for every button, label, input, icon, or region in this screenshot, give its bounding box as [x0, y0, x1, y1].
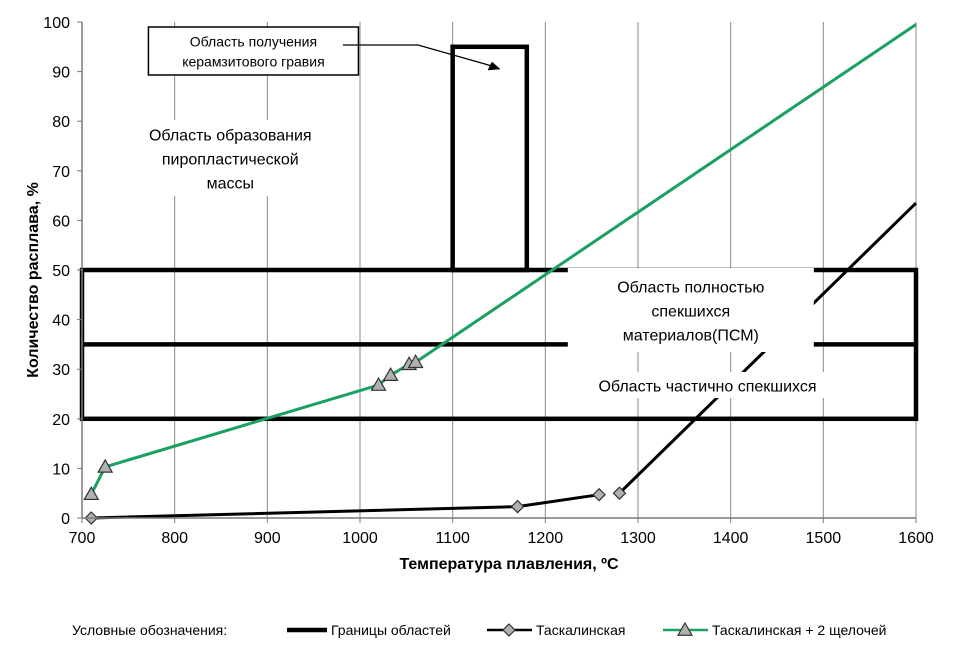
region-boundaries [79, 44, 919, 422]
annotation-ceramsite-line: Область получения [190, 34, 317, 50]
y-tick-label: 0 [61, 511, 70, 528]
y-tick-label: 30 [52, 362, 70, 379]
data-point [510, 499, 525, 514]
annotation-pyroplastic-box [112, 120, 349, 196]
x-axis-title: Температура плавления, ºС [399, 556, 619, 573]
x-tick-label: 1000 [342, 530, 378, 547]
y-tick-label: 50 [52, 263, 70, 280]
x-tick-label: 1500 [806, 530, 842, 547]
x-tick-label: 800 [161, 530, 188, 547]
x-tick-label: 1300 [620, 530, 656, 547]
legend-entry-taskalinskaya: Таскалинская [487, 622, 625, 638]
series-taskalinskaya-alkali [83, 23, 917, 501]
legend-label: Таскалинская + 2 щелочей [712, 622, 886, 638]
data-point [370, 376, 387, 391]
y-tick-label: 80 [52, 114, 70, 131]
legend-title: Условные обозначения: [72, 622, 227, 638]
y-tick-label: 60 [52, 213, 70, 230]
series-line [104, 23, 917, 469]
legend-swatch-marker [676, 621, 694, 636]
data-point [592, 487, 606, 502]
legend-label: Границы областей [331, 622, 451, 638]
x-tick-label: 1600 [898, 530, 934, 547]
annotation-pyroplastic: Область образования пиропластической массы [112, 120, 349, 196]
data-point [407, 354, 424, 369]
callout-arrow-head [487, 61, 501, 71]
y-tick-label: 70 [52, 164, 70, 181]
annotation-ceramsite: Область получения керамзитового гравия [147, 26, 360, 76]
x-tick-label: 900 [254, 530, 281, 547]
series-taskalinskaya [84, 201, 918, 525]
y-tick-label: 40 [52, 313, 70, 330]
y-tick-label: 20 [52, 412, 70, 429]
callout-arrow [343, 44, 501, 71]
annotation-full-sinter-box [567, 268, 814, 352]
legend-entry-taskalinskaya-alkali: Таскалинская + 2 щелочей [663, 621, 886, 638]
legend-swatch-marker [502, 623, 516, 637]
annotation-full-sinter-line: спекшихся [651, 304, 730, 321]
data-point [83, 485, 100, 501]
data-point [97, 458, 114, 473]
annotation-full-sinter-line: Область полностью [617, 280, 764, 297]
annotation-pyroplastic-line: пиропластической [162, 152, 299, 169]
legend: Условные обозначения: Границы областей Тас… [72, 621, 886, 638]
x-tick-label: 1200 [528, 530, 564, 547]
x-tick-label: 1400 [713, 530, 749, 547]
y-tick-label: 10 [52, 461, 70, 478]
region-boundary-rect [450, 44, 530, 273]
data-point [382, 366, 399, 382]
annotation-full-sinter: Область полностью спекшихся материалов(ПСМ… [567, 268, 814, 352]
data-point [612, 486, 627, 501]
annotation-full-sinter-line: материалов(ПСМ) [623, 328, 759, 345]
annotation-ceramsite-line: керамзитового гравия [182, 54, 324, 70]
annotation-pyroplastic-line: массы [207, 176, 254, 193]
axes: 700 800 900 1000 1100 1200 1300 1400 1500 1600 0 10… [25, 15, 934, 573]
y-axis-title: Количество расплава, % [25, 182, 42, 378]
annotation-pyroplastic-line: Область образования [149, 128, 312, 145]
legend-entry-boundaries: Границы областей [287, 622, 451, 638]
annotation-ceramsite-box [147, 26, 360, 76]
callout-arrow-line [343, 44, 493, 67]
x-tick-label: 1100 [435, 530, 470, 547]
annotation-partial-sinter: Область частично спекшихся [560, 372, 855, 398]
annotation-partial-sinter-box [560, 372, 855, 398]
legend-label: Таскалинская [536, 622, 625, 638]
annotation-partial-sinter-line: Область частично спекшихся [598, 379, 816, 396]
y-tick-label: 100 [43, 15, 70, 32]
x-tick-label: 700 [69, 530, 96, 547]
y-tick-label: 90 [52, 65, 70, 82]
